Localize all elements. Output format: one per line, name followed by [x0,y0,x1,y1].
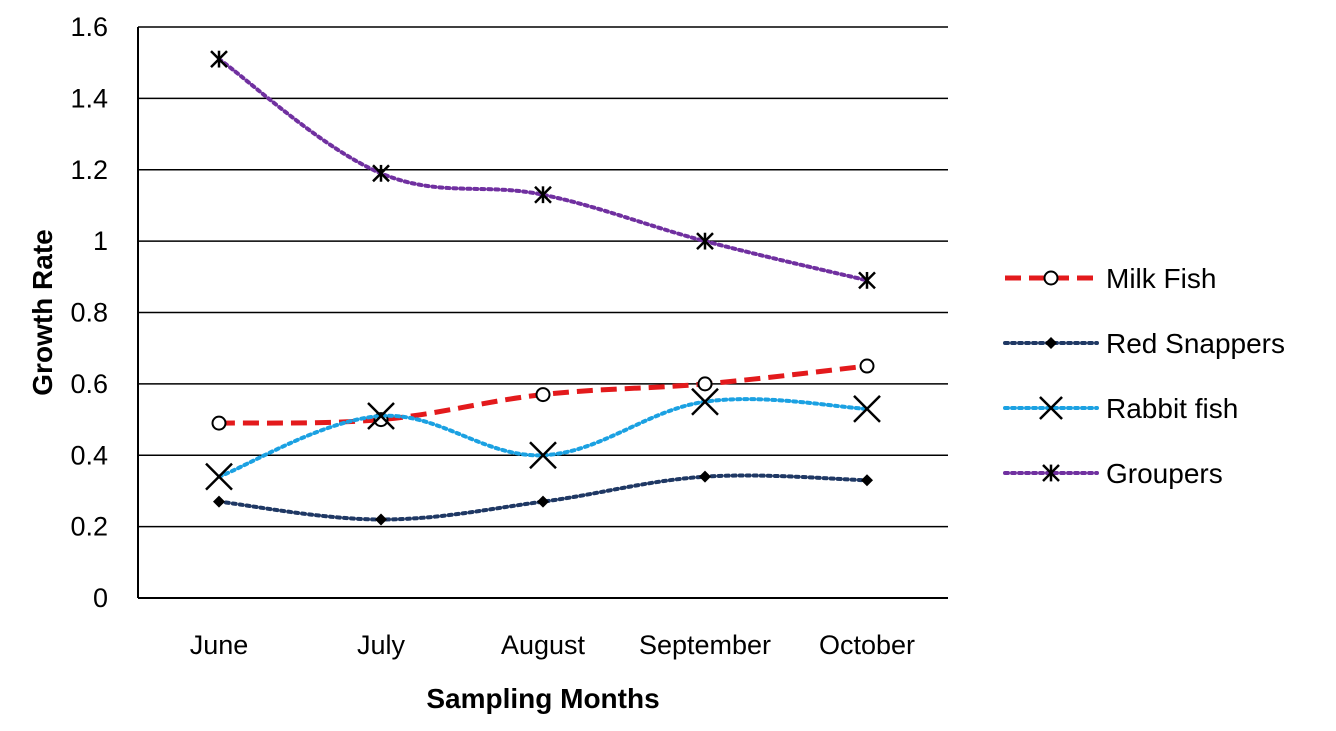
series-rabbit-fish [205,387,881,491]
legend-label: Milk Fish [1106,263,1216,294]
x-axis-title: Sampling Months [426,683,659,714]
diamond-marker [699,470,711,483]
legend-label: Groupers [1106,458,1223,489]
legend: Milk Fish Red Snappers Rabbit fish Groupers [1003,263,1285,489]
y-axis-title: Growth Rate [27,229,58,395]
asterisk-marker [858,271,876,290]
diamond-marker [1045,337,1057,349]
asterisk-marker [372,164,390,183]
legend-item: Milk Fish [1005,263,1216,294]
open-circle-marker [697,376,713,392]
open-circle-marker [211,415,227,431]
x-marker [691,387,719,416]
asterisk-marker [696,232,714,251]
legend-item: Groupers [1003,458,1223,489]
x-tick-label: July [357,630,406,660]
y-tick-label: 0.6 [70,369,108,399]
y-tick-label: 0.2 [70,512,108,542]
x-marker [529,441,557,470]
x-marker [367,402,395,430]
y-tick-label: 0.4 [70,440,108,470]
open-circle-marker [535,387,551,403]
x-marker [1039,396,1063,420]
x-tick-label: October [819,630,915,660]
x-marker [853,394,881,423]
legend-item: Rabbit fish [1003,393,1238,424]
diamond-marker [213,495,225,508]
series-group [205,50,881,526]
diamond-marker [537,495,549,508]
series-groupers [210,50,876,290]
diamond-marker [375,513,387,526]
asterisk-marker [210,50,228,69]
legend-label: Rabbit fish [1106,393,1238,424]
series-line [217,397,869,479]
x-marker [205,462,233,491]
asterisk-marker [1042,464,1060,482]
x-tick-labels: June July August September October [190,630,915,660]
y-tick-labels: 0 0.2 0.4 0.6 0.8 1 1.2 1.4 1.6 [70,12,108,613]
series-line [217,57,869,283]
y-tick-label: 1.4 [70,83,108,113]
series-red-snappers [213,470,873,526]
x-tick-label: September [639,630,771,660]
series-milk-fish [211,358,875,431]
legend-item: Red Snappers [1003,328,1285,359]
legend-label: Red Snappers [1106,328,1285,359]
asterisk-marker [534,185,552,204]
x-tick-label: June [190,630,249,660]
diamond-marker [861,474,873,487]
y-tick-label: 1 [93,226,108,256]
gridlines [138,26,948,528]
y-tick-label: 1.2 [70,155,108,185]
x-tick-label: August [501,630,586,660]
y-tick-label: 1.6 [70,12,108,42]
y-tick-label: 0.8 [70,298,108,328]
open-circle-marker [1043,270,1059,286]
open-circle-marker [859,358,875,374]
y-tick-label: 0 [93,583,108,613]
